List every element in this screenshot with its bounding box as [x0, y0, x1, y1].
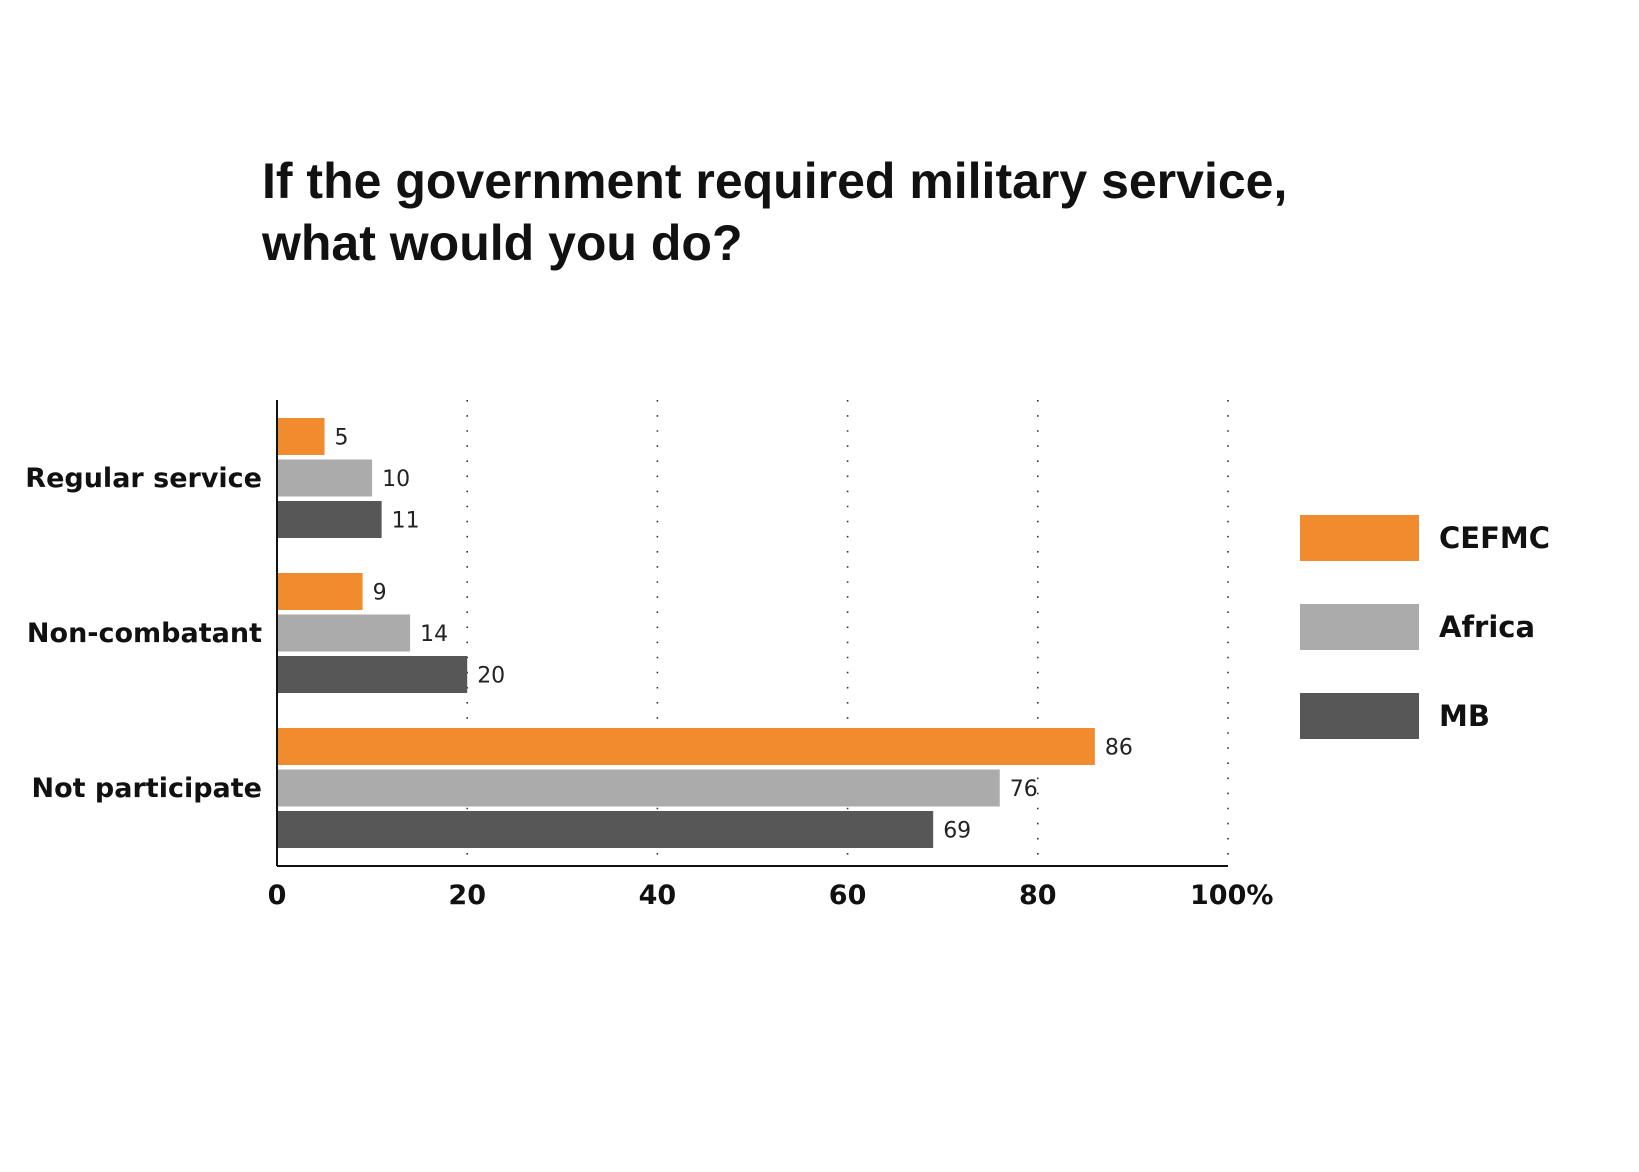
legend-swatch-africa	[1300, 604, 1419, 650]
x-tick-label-0: 0	[268, 880, 287, 911]
bar-africa-not-participate	[277, 769, 1000, 807]
legend-swatch-mb	[1300, 693, 1419, 739]
x-tick-label-20: 20	[448, 880, 486, 911]
value-labels: 5 10 11 Regular service 9 14 20 Non-combatant 86…	[25, 426, 1133, 844]
legend-swatch-cefmc	[1300, 515, 1419, 561]
category-label-not-participate: Not participate	[31, 773, 262, 804]
legend-label-africa: Africa	[1439, 610, 1535, 644]
legend: CEFMC Africa MB	[1300, 515, 1550, 739]
bar-africa-regular-service	[277, 459, 373, 497]
value-label-africa-not-participate: 76	[1010, 777, 1038, 802]
x-tick-label-80: 80	[1019, 880, 1057, 911]
value-label-africa-non-combatant: 14	[420, 622, 448, 647]
chart-title-line-1: If the government required military serv…	[262, 153, 1287, 209]
value-label-cefmc-non-combatant: 9	[373, 581, 387, 606]
bars	[277, 418, 1095, 848]
value-label-mb-regular-service: 11	[392, 509, 420, 534]
chart-title-line-2: what would you do?	[261, 215, 743, 271]
bar-cefmc-regular-service	[277, 418, 325, 455]
chart-title: If the government required military serv…	[261, 153, 1287, 271]
category-label-regular-service: Regular service	[25, 463, 262, 494]
legend-label-cefmc: CEFMC	[1439, 521, 1550, 555]
bar-mb-regular-service	[277, 501, 382, 538]
legend-label-mb: MB	[1439, 699, 1490, 733]
bar-africa-non-combatant	[277, 614, 411, 652]
value-label-cefmc-regular-service: 5	[335, 426, 349, 451]
bar-mb-non-combatant	[277, 656, 468, 693]
axes: 0 20 40 60 80 100%	[268, 400, 1273, 911]
x-tick-label-100: 100%	[1190, 880, 1273, 911]
x-tick-label-60: 60	[829, 880, 867, 911]
x-tick-label-40: 40	[639, 880, 677, 911]
value-label-africa-regular-service: 10	[382, 467, 410, 492]
bar-cefmc-not-participate	[277, 728, 1095, 765]
bar-cefmc-non-combatant	[277, 573, 363, 610]
category-label-non-combatant: Non-combatant	[27, 618, 262, 649]
value-label-mb-not-participate: 69	[943, 819, 971, 844]
bar-mb-not-participate	[277, 811, 934, 848]
value-label-cefmc-not-participate: 86	[1105, 736, 1133, 761]
value-label-mb-non-combatant: 20	[477, 664, 505, 689]
